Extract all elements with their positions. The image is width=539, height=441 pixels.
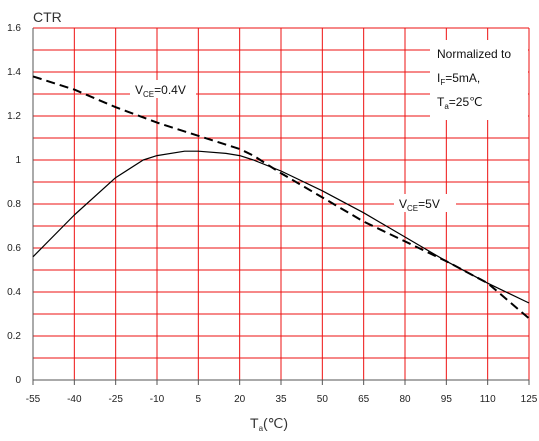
y-tick-label: 0.4 bbox=[7, 287, 21, 298]
annotation-line-2: IF=5mA, bbox=[437, 71, 480, 87]
y-axis-label: CTR bbox=[33, 9, 62, 25]
x-tick-label: -10 bbox=[150, 394, 165, 405]
x-tick-label: 5 bbox=[196, 394, 202, 405]
x-axis-label: Ta(℃) bbox=[250, 415, 288, 433]
x-tick-label: 65 bbox=[358, 394, 370, 405]
x-tick-label: 35 bbox=[275, 394, 287, 405]
x-tick-label: -25 bbox=[108, 394, 123, 405]
tick-labels: -55 -40 -25 -10 5 20 35 50 65 80 95 110 125 0 0.2 0.4 0.… bbox=[7, 23, 538, 405]
x-tick-label: 20 bbox=[234, 394, 246, 405]
x-tick-label: -40 bbox=[67, 394, 82, 405]
y-tick-label: 0.2 bbox=[7, 331, 21, 342]
annotation-box bbox=[430, 40, 528, 120]
series-label-dashed: VCE=0.4V bbox=[135, 83, 186, 99]
y-tick-label: 0.8 bbox=[7, 199, 21, 210]
y-tick-label: 1 bbox=[15, 155, 21, 166]
series-label-solid: VCE=5V bbox=[399, 197, 440, 213]
y-tick-label: 1.6 bbox=[7, 23, 21, 34]
x-tick-label: 80 bbox=[399, 394, 411, 405]
y-tick-label: 0 bbox=[15, 375, 21, 386]
x-tick-label: 50 bbox=[317, 394, 329, 405]
annotation-line-1: Normalized to bbox=[437, 47, 511, 61]
x-tick-label: 110 bbox=[480, 394, 496, 405]
annotation-line-3: Ta=25℃ bbox=[437, 95, 483, 111]
x-tick-label: 125 bbox=[521, 394, 538, 405]
series-label-bg-dashed bbox=[130, 80, 196, 98]
x-tick-label: 95 bbox=[441, 394, 453, 405]
series-label-bg-solid bbox=[394, 194, 456, 212]
y-tick-label: 0.6 bbox=[7, 243, 21, 254]
y-tick-label: 1.4 bbox=[7, 67, 21, 78]
x-tick-label: -55 bbox=[26, 394, 41, 405]
curves bbox=[32, 75, 530, 320]
y-tick-label: 1.2 bbox=[7, 111, 21, 122]
series-line-vce-5v bbox=[32, 150, 530, 304]
